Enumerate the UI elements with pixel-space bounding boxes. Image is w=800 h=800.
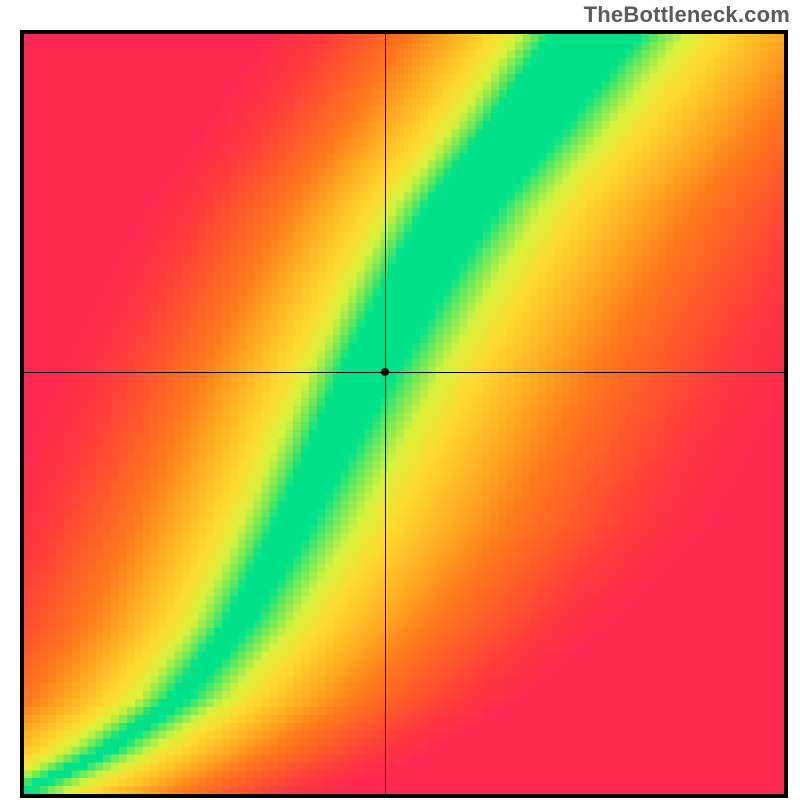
heatmap-plot — [20, 30, 788, 798]
crosshair-marker — [381, 368, 389, 376]
heatmap-canvas — [24, 34, 784, 794]
crosshair-horizontal — [24, 372, 784, 373]
crosshair-vertical — [385, 34, 386, 794]
watermark-text: TheBottleneck.com — [584, 2, 790, 28]
